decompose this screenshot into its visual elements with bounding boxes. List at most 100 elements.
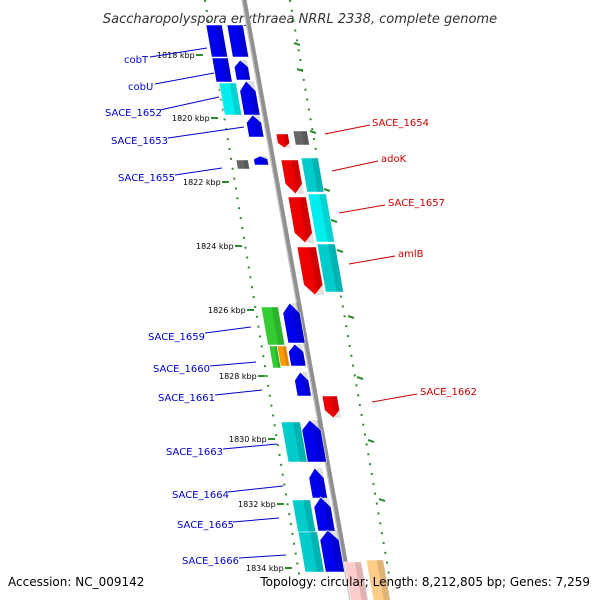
gene-glyph[interactable] — [280, 159, 304, 195]
gene-label-left[interactable]: SACE_1665 — [177, 520, 234, 531]
right-scale-track — [289, 0, 391, 581]
scale-tick — [293, 42, 301, 46]
gene-glyph[interactable] — [238, 80, 261, 116]
gene-label-left[interactable]: SACE_1659 — [148, 332, 205, 343]
scale-tick — [330, 219, 338, 223]
gene-label-left[interactable]: SACE_1666 — [182, 556, 239, 567]
gene-label-left[interactable]: SACE_1660 — [153, 364, 210, 375]
gene-glyph[interactable] — [365, 559, 391, 600]
gene-leader-line — [214, 389, 263, 396]
gene-leader-line — [159, 96, 220, 111]
gene-glyph[interactable] — [275, 133, 290, 149]
gene-glyph[interactable] — [343, 561, 369, 600]
scale-tick — [296, 68, 304, 72]
gene-glyph-shade — [308, 247, 325, 295]
gene-glyph[interactable] — [205, 24, 229, 58]
gene-leader-line — [154, 72, 215, 85]
gene-label-left[interactable]: cobU — [128, 82, 153, 93]
gene-glyph[interactable] — [281, 302, 306, 344]
gene-leader-line — [338, 204, 386, 214]
gene-label-right[interactable]: SACE_1654 — [372, 118, 429, 129]
gene-leader-line — [149, 47, 208, 58]
gene-glyph[interactable] — [287, 343, 307, 367]
gene-glyph[interactable] — [316, 243, 344, 293]
gene-glyph-shade — [215, 25, 228, 57]
gene-glyph[interactable] — [321, 395, 341, 419]
gene-glyph-shade — [261, 156, 269, 165]
gene-glyph-shade — [299, 197, 315, 243]
gene-glyph-shade — [303, 500, 316, 532]
gene-glyph[interactable] — [300, 419, 327, 463]
gene-label-right[interactable]: SACE_1657 — [388, 198, 445, 209]
gene-label-right[interactable]: SACE_1662 — [420, 387, 477, 398]
scale-label: 1824 kbp — [196, 242, 234, 251]
gene-glyph[interactable] — [293, 371, 312, 397]
gene-glyph-shade — [328, 244, 344, 292]
gene-label-right[interactable]: amlB — [398, 249, 424, 260]
gene-glyph-shade — [331, 396, 342, 418]
gene-glyph-shade — [354, 562, 369, 600]
scale-label: 1822 kbp — [183, 178, 221, 187]
gene-glyph-shade — [329, 530, 345, 572]
gene-glyph-shade — [254, 115, 264, 137]
gene-leader-line — [232, 517, 280, 523]
gene-leader-line — [238, 554, 287, 559]
gene-glyph-shade — [291, 303, 306, 343]
scale-tick — [347, 315, 355, 319]
scale-label: 1830 kbp — [229, 435, 267, 444]
gene-glyph-shade — [311, 158, 325, 192]
gene-label-left[interactable]: SACE_1655 — [118, 173, 175, 184]
gene-label-left[interactable]: SACE_1653 — [111, 136, 168, 147]
gene-glyph-shade — [322, 497, 336, 531]
gene-glyph[interactable] — [296, 246, 324, 296]
gene-glyph[interactable] — [297, 531, 325, 573]
scale-tick — [323, 188, 331, 192]
gene-glyph[interactable] — [218, 82, 243, 116]
gene-layer — [205, 24, 391, 600]
gene-leader-line — [331, 160, 379, 172]
scale-label: 1832 kbp — [238, 500, 276, 509]
gene-label-left[interactable]: SACE_1661 — [158, 393, 215, 404]
scale-tick — [378, 498, 386, 502]
scale-label: 1820 kbp — [172, 114, 210, 123]
genome-summary-text: Topology: circular; Length: 8,212,805 bp… — [259, 575, 590, 589]
gene-glyph[interactable] — [318, 529, 345, 573]
accession-text: Accession: NC_009142 — [8, 575, 144, 589]
gene-glyph[interactable] — [307, 193, 335, 243]
gene-label-left[interactable]: cobT — [124, 55, 149, 66]
gene-glyph[interactable] — [235, 159, 250, 170]
gene-glyph-shade — [316, 468, 328, 498]
gene-leader-line — [227, 485, 284, 493]
gene-glyph-shade — [301, 372, 312, 396]
gene-glyph[interactable] — [292, 130, 310, 146]
gene-glyph[interactable] — [287, 196, 314, 244]
gene-leader-line — [204, 326, 252, 334]
gene-glyph[interactable] — [276, 345, 290, 367]
gene-glyph-shade — [241, 60, 251, 80]
gene-glyph-shade — [301, 131, 310, 145]
gene-glyph-shade — [229, 83, 242, 115]
gene-glyph[interactable] — [245, 114, 265, 138]
gene-glyph-shade — [236, 25, 249, 57]
gene-glyph-shade — [292, 422, 308, 462]
scale-label: 1828 kbp — [219, 372, 257, 381]
scale-label: 1826 kbp — [208, 306, 246, 315]
track-layer — [204, 0, 391, 600]
gene-label-left[interactable]: SACE_1664 — [172, 490, 229, 501]
gene-glyph-shade — [291, 160, 305, 194]
gene-glyph[interactable] — [260, 306, 286, 346]
gene-leader-line — [174, 167, 223, 176]
gene-label-left[interactable]: SACE_1663 — [166, 447, 223, 458]
gene-label-right[interactable]: adoK — [381, 154, 407, 165]
gene-glyph-shade — [221, 58, 233, 82]
gene-glyph[interactable] — [211, 57, 233, 83]
gene-glyph[interactable] — [280, 421, 308, 463]
gene-label-left[interactable]: SACE_1652 — [105, 108, 162, 119]
gene-glyph[interactable] — [300, 157, 325, 193]
gene-leader-line — [209, 361, 257, 367]
gene-glyph[interactable] — [253, 155, 269, 166]
gene-glyph[interactable] — [226, 24, 250, 58]
gene-leader-line — [324, 124, 371, 135]
gene-glyph[interactable] — [233, 59, 251, 81]
